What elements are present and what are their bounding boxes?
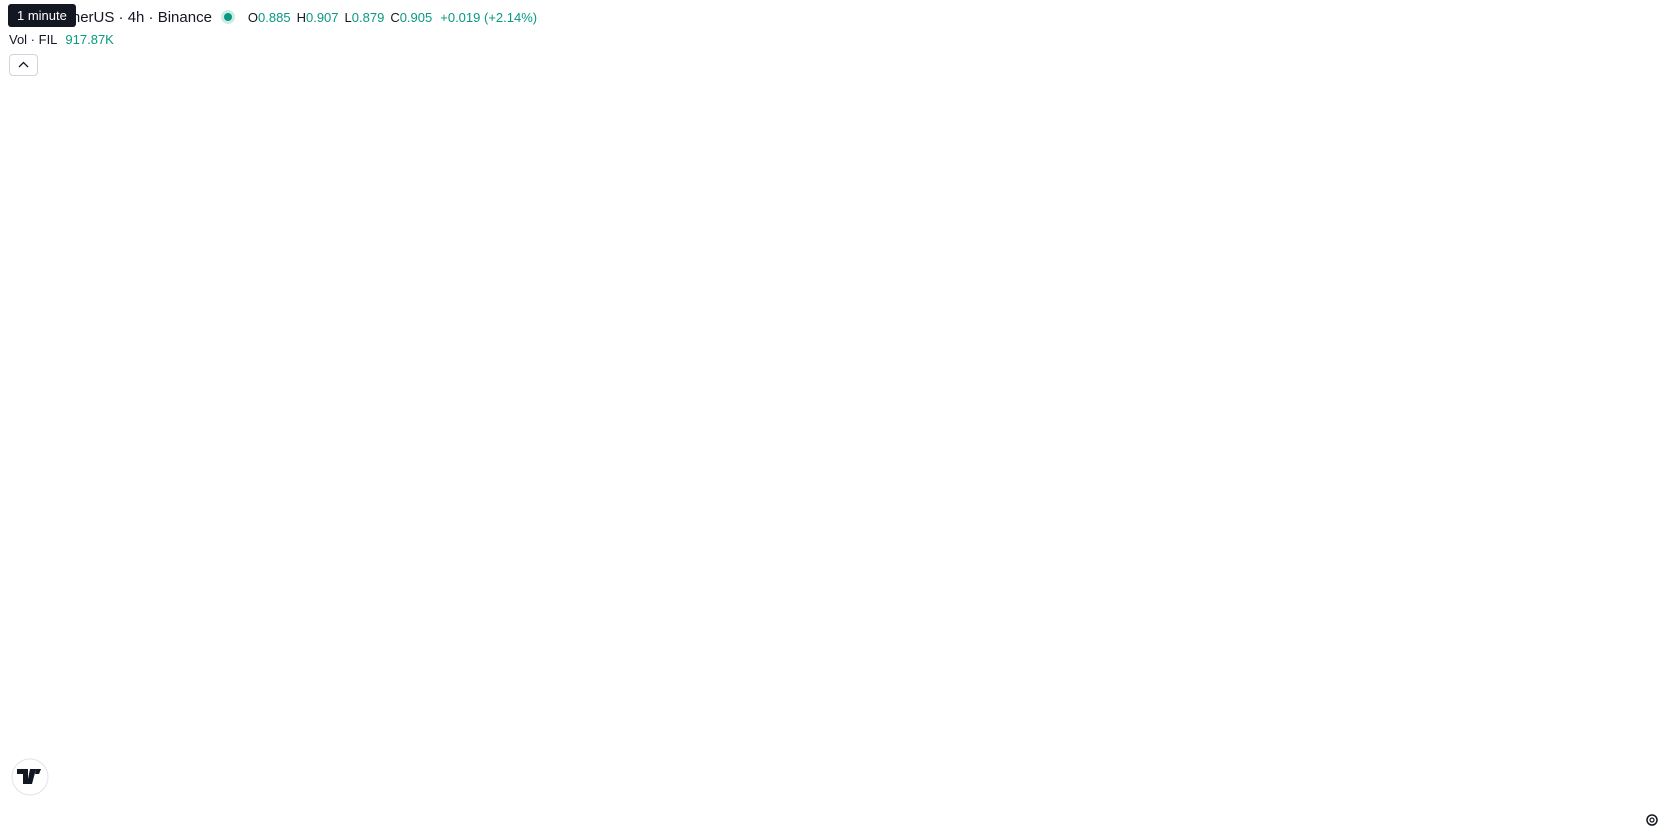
low-label: L xyxy=(344,9,352,25)
volume-value: 917.87K xyxy=(65,32,114,47)
tooltip: 1 minute xyxy=(8,4,76,27)
open-label: O xyxy=(247,9,259,25)
change: +0.019 (+2.14%) xyxy=(440,9,538,25)
collapse-button[interactable] xyxy=(9,54,38,76)
settings-icon[interactable] xyxy=(1646,814,1658,826)
open-value: 0.885 xyxy=(258,9,291,25)
legend-header: FIL/TetherUS · 4h · Binance O 0.885 H 0.90… xyxy=(26,6,537,28)
tradingview-logo[interactable] xyxy=(11,758,49,796)
close-label: C xyxy=(390,9,400,25)
close-value: 0.905 xyxy=(399,9,433,25)
high-label: H xyxy=(296,9,306,25)
high-value: 0.907 xyxy=(305,9,339,25)
volume-title: Vol · FIL xyxy=(9,32,58,47)
volume-legend: Vol · FIL 917.87K xyxy=(9,32,114,47)
low-value: 0.879 xyxy=(351,9,385,25)
market-status xyxy=(223,13,232,21)
collapse-icon xyxy=(18,61,29,68)
